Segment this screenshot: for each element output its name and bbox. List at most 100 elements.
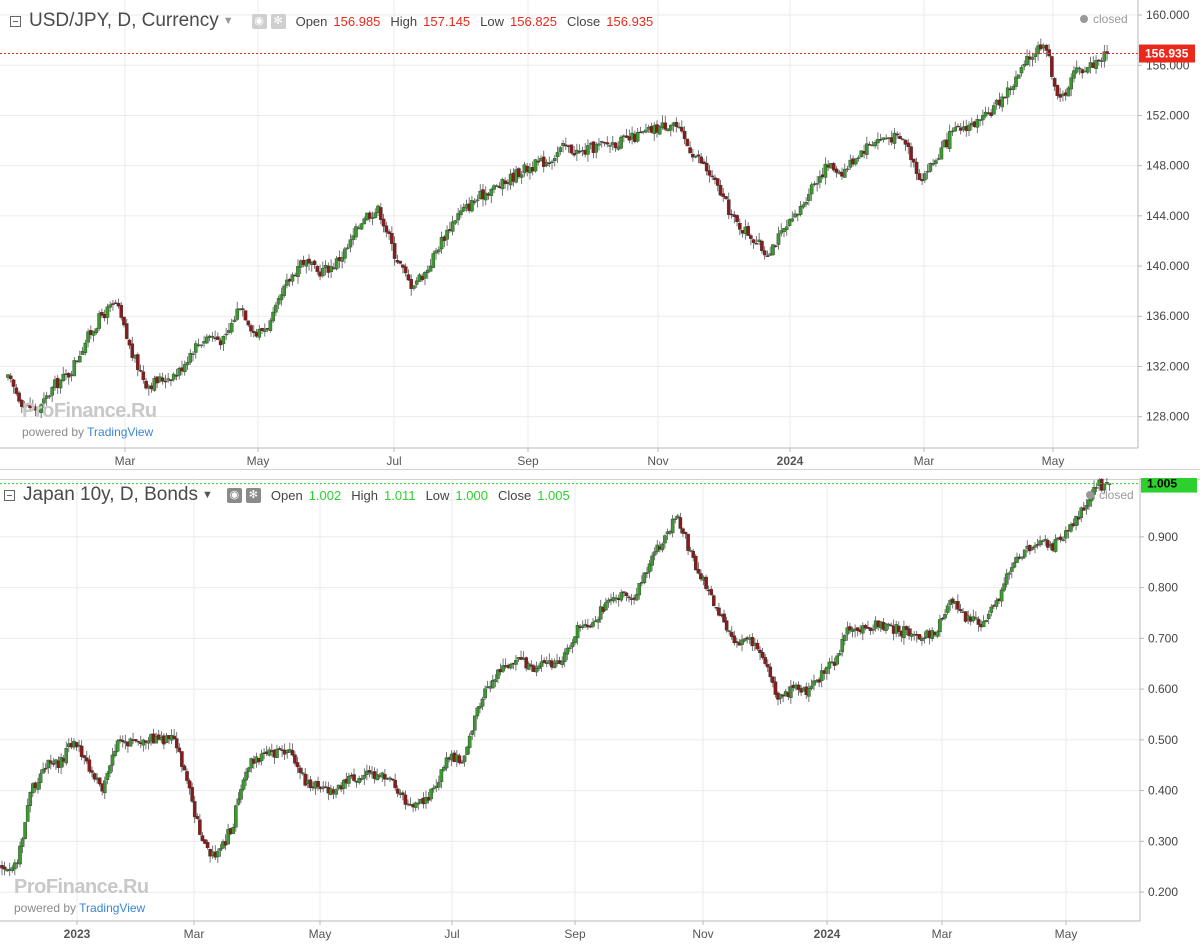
- jgb10y-time-axis[interactable]: 2023 Mar May Jul Sep Nov 2024 Mar May: [64, 921, 1078, 941]
- x-tick-label: 2023: [64, 927, 91, 941]
- candle-up: [871, 629, 875, 631]
- y-tick-label: 0.200: [1148, 885, 1178, 899]
- usdjpy-time-axis[interactable]: Mar May Jul Sep Nov 2024 Mar May: [115, 448, 1065, 468]
- close-value: 156.935: [606, 13, 654, 29]
- candle-up: [673, 518, 678, 520]
- candle-up: [608, 145, 612, 147]
- collapse-toggle-icon[interactable]: [10, 15, 21, 27]
- visibility-eye-icon[interactable]: ◉: [251, 13, 267, 29]
- candle-up: [843, 634, 847, 642]
- candle-down: [17, 392, 21, 402]
- candle-down: [855, 627, 860, 631]
- candle-up: [388, 777, 392, 780]
- candle-up: [362, 218, 367, 225]
- tradingview-link[interactable]: TradingView: [87, 425, 154, 439]
- candle-up: [565, 647, 570, 655]
- candle-up: [798, 206, 803, 215]
- candle-down: [572, 153, 576, 156]
- candle-up: [321, 268, 325, 277]
- candle-up: [444, 757, 449, 769]
- candle-up: [1085, 67, 1090, 73]
- candle-down: [460, 762, 464, 764]
- watermark: ProFinance.Ru powered by TradingView: [14, 876, 149, 915]
- candle-up: [442, 767, 446, 771]
- last-price-tag: [1141, 478, 1197, 493]
- candle-up: [480, 698, 485, 707]
- jgb10y-candles: [0, 478, 1112, 876]
- jgb10y-chart-svg[interactable]: 0.900 0.800 0.700 0.600 0.500 0.400 0.300 0.200…: [0, 478, 1200, 947]
- x-tick-label: 2024: [777, 454, 804, 468]
- candle-down: [1052, 78, 1057, 87]
- symbol-dropdown-icon[interactable]: ▼: [201, 489, 213, 501]
- settings-gear-icon[interactable]: ✻: [245, 487, 261, 503]
- candle-up: [437, 249, 441, 253]
- candle-up: [854, 158, 858, 165]
- candle-up: [359, 223, 364, 230]
- usdjpy-last-price: 156.935: [0, 44, 1195, 63]
- candle-up: [1066, 87, 1071, 97]
- visibility-eye-icon[interactable]: ◉: [226, 487, 242, 503]
- candle-up: [835, 655, 839, 665]
- panel-separator[interactable]: [0, 469, 1200, 480]
- candle-up: [373, 212, 378, 218]
- candle-up: [343, 248, 347, 259]
- market-status: closed: [1080, 12, 1128, 26]
- candle-up: [105, 772, 110, 780]
- jgb10y-price-axis[interactable]: 0.900 0.800 0.700 0.600 0.500 0.400 0.300 0.200: [1140, 530, 1178, 899]
- candle-down: [773, 681, 778, 695]
- symbol-dropdown-icon[interactable]: ▼: [222, 15, 234, 27]
- candle-up: [1033, 53, 1038, 57]
- candle-up: [837, 653, 842, 656]
- candle-up: [784, 226, 789, 230]
- last-price-label: 156.935: [1145, 47, 1189, 61]
- candle-up: [537, 665, 541, 669]
- candle-up: [375, 774, 379, 781]
- candle-down: [738, 223, 742, 230]
- usdjpy-symbol-title[interactable]: USD/JPY, D, Currency: [29, 10, 219, 31]
- candle-up: [727, 630, 731, 632]
- jgb10y-symbol-title[interactable]: Japan 10y, D, Bonds: [23, 484, 198, 505]
- candle-up: [59, 757, 63, 768]
- candle-up: [439, 769, 444, 782]
- candle-down: [909, 146, 913, 161]
- candle-up: [568, 647, 572, 649]
- usdjpy-price-axis[interactable]: 160.000156.000152.000148.000144.000140.0…: [1138, 8, 1190, 424]
- x-tick-label: Sep: [517, 454, 539, 468]
- candle-down: [390, 233, 394, 244]
- candle-up: [1014, 76, 1018, 87]
- candle-up: [989, 606, 994, 613]
- candle-up: [570, 642, 575, 648]
- usdjpy-candles: [6, 38, 1109, 419]
- candle-up: [994, 600, 999, 607]
- candle-down: [735, 215, 739, 223]
- collapse-toggle-icon[interactable]: [4, 489, 15, 501]
- candle-down: [958, 609, 963, 612]
- candle-up: [152, 378, 157, 391]
- candle-up: [1074, 515, 1078, 526]
- candle-up: [431, 253, 436, 268]
- usdjpy-legend: USD/JPY, D, Currency ▼ ◉ ✻ Open 156.985 …: [10, 8, 653, 34]
- candle-up: [865, 143, 869, 155]
- candle-up: [236, 798, 241, 805]
- candle-down: [547, 162, 552, 165]
- x-tick-label: Jul: [444, 927, 459, 941]
- candle-down: [403, 794, 408, 805]
- candle-down: [8, 375, 13, 380]
- candle-up: [1072, 70, 1076, 79]
- usdjpy-chart-svg[interactable]: 160.000156.000152.000148.000144.000140.0…: [0, 0, 1200, 470]
- candle-up: [1000, 96, 1004, 108]
- candle-up: [534, 668, 539, 673]
- candle-up: [428, 265, 433, 272]
- candle-up: [983, 111, 988, 117]
- tradingview-link[interactable]: TradingView: [79, 901, 146, 915]
- usdjpy-chart-panel: 160.000 156.000 152.000 148.000 144.000 140.0…: [0, 0, 1200, 470]
- candle-up: [819, 670, 824, 681]
- candle-up: [23, 822, 27, 839]
- candle-up: [902, 626, 906, 639]
- settings-gear-icon[interactable]: ✻: [270, 13, 286, 29]
- candle-up: [188, 353, 193, 363]
- candle-up: [83, 342, 88, 353]
- candle-down: [160, 377, 165, 382]
- x-tick-label: Mar: [932, 927, 953, 941]
- candle-up: [31, 783, 35, 794]
